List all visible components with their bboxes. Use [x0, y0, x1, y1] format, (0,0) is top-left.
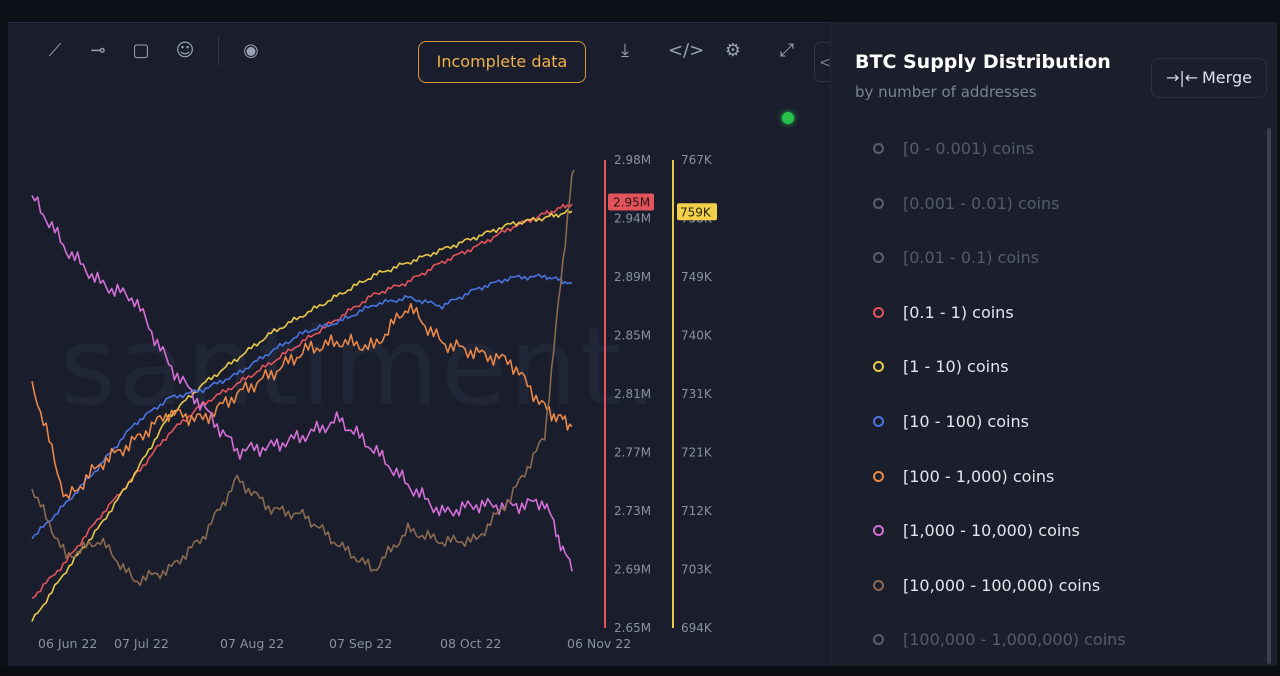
legend-dot-icon — [873, 361, 884, 373]
incomplete-data-button[interactable]: Incomplete data — [418, 41, 586, 83]
current-value-label-red: 2.95M — [613, 196, 650, 210]
legend-dot-icon — [873, 579, 884, 591]
series-line — [31, 273, 573, 540]
y-tick-label-yellow: 721K — [681, 446, 713, 460]
legend-label: [0.01 - 0.1) coins — [903, 248, 1040, 268]
y-tick-label-red: 2.69M — [614, 563, 651, 577]
x-tick-label: 07 Jul 22 — [114, 636, 169, 651]
x-tick-label: 06 Nov 22 — [567, 636, 631, 651]
live-status-dot — [782, 112, 794, 124]
series-line — [31, 169, 575, 587]
legend-label: [0 - 0.001) coins — [903, 139, 1035, 158]
note-icon[interactable]: ▢ — [132, 40, 150, 61]
legend-dot-icon — [873, 470, 884, 482]
merge-label: Merge — [1202, 68, 1252, 87]
current-value-label-yellow: 759K — [680, 205, 712, 219]
legend-label: [100,000 - 1,000,000) coins — [903, 630, 1126, 650]
panel-subtitle: by number of addresses — [855, 83, 1037, 101]
settings-icon[interactable]: ⚙ — [724, 40, 742, 61]
y-tick-label-yellow: 712K — [681, 504, 713, 518]
fullscreen-icon[interactable]: ⤢ — [779, 40, 795, 61]
toolbar-divider — [218, 36, 219, 66]
line-tool-icon[interactable]: ⟋ — [48, 40, 62, 61]
series-line — [31, 203, 573, 599]
y-tick-label-red: 2.98M — [614, 153, 651, 167]
legend-label: [0.1 - 1) coins — [903, 302, 1014, 322]
legend-panel: BTC Supply Distribution by number of add… — [830, 22, 1277, 666]
y-tick-label-yellow: 740K — [681, 329, 713, 343]
legend-label: [100 - 1,000) coins — [903, 466, 1055, 486]
legend-dot-icon — [873, 416, 884, 427]
watermark: santiment. — [60, 305, 661, 430]
legend-dot-icon — [873, 306, 884, 318]
eye-icon[interactable]: ◉ — [243, 40, 259, 61]
y-tick-label-yellow: 749K — [681, 270, 713, 284]
x-tick-label: 06 Jun 22 — [38, 636, 97, 651]
y-tick-label-yellow: 703K — [681, 563, 713, 577]
merge-icon: →|← — [1166, 68, 1199, 87]
horizontal-line-icon[interactable]: ⊸ — [90, 40, 106, 61]
legend-label: [10 - 100) coins — [903, 412, 1029, 431]
merge-button[interactable]: →|← Merge — [1151, 58, 1267, 98]
series-line — [31, 195, 573, 572]
y-tick-label-red: 2.89M — [614, 270, 651, 284]
current-value-badge-red — [608, 193, 654, 211]
y-tick-label-yellow: 694K — [681, 621, 713, 635]
y-tick-label-red: 2.85M — [614, 329, 651, 343]
x-tick-label: 07 Aug 22 — [220, 636, 284, 651]
legend-dot-icon — [873, 143, 884, 154]
legend-label: [0.001 - 0.01) coins — [903, 193, 1060, 213]
legend-dot-icon — [873, 525, 884, 537]
current-value-badge-yellow — [677, 203, 717, 221]
y-tick-label-red: 2.65M — [614, 621, 651, 635]
series-line — [31, 208, 573, 622]
legend-label: [10,000 - 100,000) coins — [903, 575, 1101, 595]
download-icon[interactable]: ⤓ — [621, 40, 629, 61]
y-tick-label-red: 2.77M — [614, 446, 651, 460]
legend-label: [1,000 - 10,000) coins — [903, 521, 1080, 541]
legend-label: [1 - 10) coins — [903, 357, 1009, 377]
y-tick-label-yellow: 731K — [681, 387, 713, 401]
legend-dot-icon — [873, 634, 884, 646]
y-tick-label-red: 2.73M — [614, 504, 651, 518]
page-bottom-strip — [0, 666, 1280, 676]
legend-scrollbar[interactable] — [1267, 128, 1271, 664]
x-tick-label: 07 Sep 22 — [329, 636, 392, 651]
chart-area[interactable]: 2.98M 2.94M 2.89M 2.85M 2.81M 2.77M 2.73M 2.69M… — [0, 0, 830, 666]
x-tick-label: 08 Oct 22 — [440, 636, 501, 651]
series-line — [31, 302, 573, 500]
y-tick-label-red: 2.94M — [614, 212, 651, 226]
y-tick-label-yellow: 767K — [681, 153, 713, 167]
panel-title: BTC Supply Distribution — [855, 51, 1111, 73]
y-tick-label-red: 2.81M — [614, 387, 651, 401]
legend-dot-icon — [873, 252, 884, 264]
legend-dot-icon — [873, 197, 884, 209]
emoji-icon[interactable]: ☺ — [175, 40, 195, 61]
